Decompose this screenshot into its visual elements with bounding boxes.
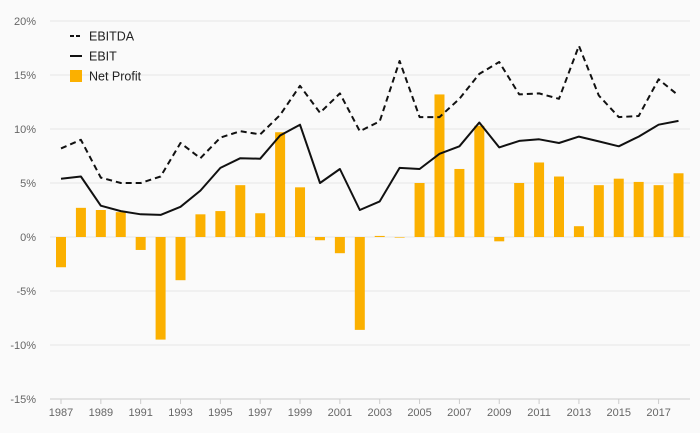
line-ebitda	[60, 44, 680, 184]
bar-2017	[653, 185, 664, 237]
bar-2013	[573, 226, 584, 237]
x-tick-label: 1993	[168, 407, 192, 419]
bar-1990	[115, 212, 126, 237]
x-tick-label: 1989	[89, 407, 113, 419]
bar-2010	[514, 183, 525, 237]
bar-1988	[75, 207, 86, 237]
bar-2005	[414, 183, 425, 237]
bar-2016	[633, 181, 644, 237]
x-tick-label: 2009	[487, 407, 511, 419]
line-ebit	[60, 119, 679, 216]
legend: EBITDA EBIT Net Profit	[70, 30, 142, 84]
bar-2002	[354, 237, 365, 330]
x-tick-label: 1997	[248, 407, 272, 419]
bar-1991	[135, 237, 146, 250]
y-tick-label: 0%	[20, 232, 36, 244]
x-tick-label: 2013	[567, 407, 591, 419]
legend-label-ebit: EBIT	[89, 50, 117, 64]
bar-2009	[494, 237, 505, 242]
x-tick-label: 2017	[646, 407, 670, 419]
bar-1997	[255, 213, 266, 237]
x-tick-label: 1991	[128, 407, 152, 419]
bar-2012	[554, 176, 564, 237]
legend-label-ebitda: EBITDA	[89, 30, 135, 44]
x-tick-label: 2003	[367, 407, 391, 419]
x-tick-label: 1999	[288, 407, 312, 419]
bar-1998	[275, 132, 286, 237]
x-tick-label: 2007	[447, 407, 471, 419]
bar-2008	[474, 125, 485, 237]
bar-2018	[673, 173, 684, 237]
x-tick-label: 2001	[328, 407, 352, 419]
bar-1992	[155, 237, 166, 340]
legend-swatch-net-profit	[70, 70, 82, 82]
legend-label-net-profit: Net Profit	[89, 70, 142, 84]
bar-2001	[334, 237, 345, 254]
bar-series	[56, 94, 684, 340]
y-tick-label: 15%	[14, 70, 36, 82]
y-tick-label: 5%	[20, 178, 36, 190]
x-tick-label: 1995	[208, 407, 232, 419]
x-tick-label: 2015	[607, 407, 631, 419]
bar-1987	[56, 237, 66, 268]
y-tick-label: 20%	[14, 16, 36, 28]
y-tick-label: -15%	[10, 394, 36, 406]
bar-1994	[195, 214, 206, 237]
x-tick-label: 2011	[527, 407, 551, 419]
bar-1999	[295, 187, 306, 237]
bar-2014	[593, 185, 604, 237]
axes: 20% 15% 10% 5% 0% -5% -10% -15% 1987 1989 1991 1993…	[10, 16, 690, 419]
bar-2003	[374, 235, 385, 237]
y-tick-label: -10%	[10, 340, 36, 352]
bar-2000	[314, 237, 325, 241]
bar-2006	[434, 94, 445, 237]
x-tick-label: 2005	[407, 407, 431, 419]
y-tick-label: -5%	[16, 286, 36, 298]
x-tick-label: 1987	[49, 407, 73, 419]
line-series	[60, 44, 680, 216]
bar-2004	[394, 237, 405, 238]
bar-1996	[235, 185, 246, 237]
bar-2015	[613, 178, 624, 237]
bar-2007	[454, 168, 465, 237]
bar-1995	[215, 211, 226, 237]
bar-1993	[175, 237, 186, 281]
y-tick-label: 10%	[14, 124, 36, 136]
bar-1989	[95, 210, 106, 237]
bar-2011	[534, 162, 545, 237]
